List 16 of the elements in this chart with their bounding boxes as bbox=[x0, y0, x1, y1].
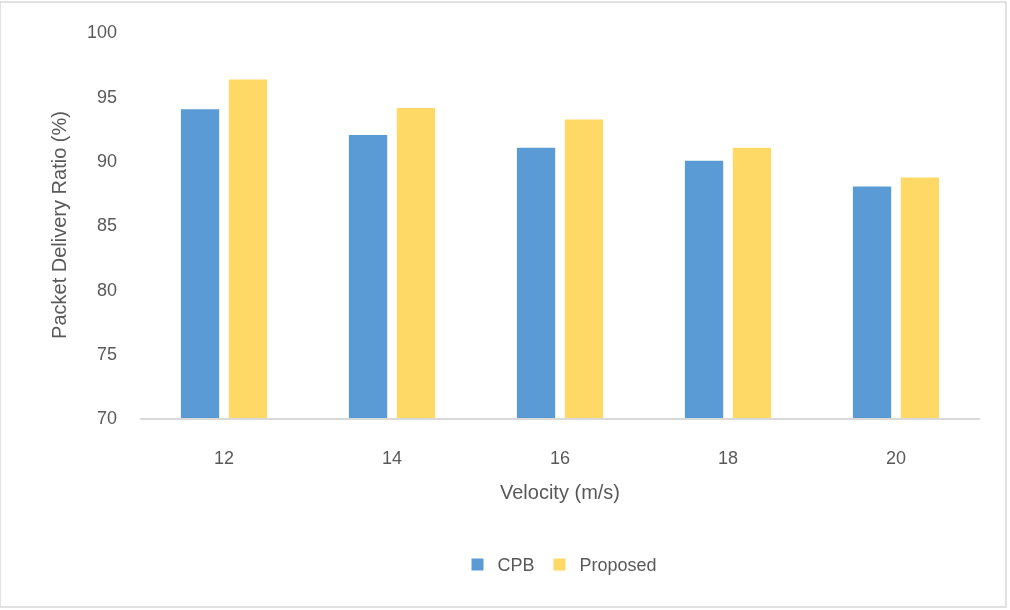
x-tick-label: 14 bbox=[381, 447, 403, 468]
y-tick-label: 90 bbox=[96, 150, 117, 171]
x-tick-label: 20 bbox=[885, 447, 907, 468]
y-axis-title: Packet Delivery Ratio (%) bbox=[48, 111, 71, 339]
x-tick-label: 12 bbox=[213, 447, 235, 468]
y-tick-label: 80 bbox=[96, 279, 117, 300]
x-tick-label: 18 bbox=[717, 447, 739, 468]
y-tick-label: 85 bbox=[96, 215, 117, 236]
y-tick-label: 100 bbox=[86, 22, 117, 43]
x-tick-label: 16 bbox=[549, 447, 571, 468]
y-tick-label: 75 bbox=[96, 343, 117, 364]
y-tick-label: 70 bbox=[96, 408, 117, 429]
legend-label: Proposed bbox=[579, 555, 657, 576]
legend-label: CPB bbox=[497, 555, 535, 576]
x-axis-title: Velocity (m/s) bbox=[499, 480, 621, 503]
y-tick-label: 95 bbox=[96, 86, 117, 107]
